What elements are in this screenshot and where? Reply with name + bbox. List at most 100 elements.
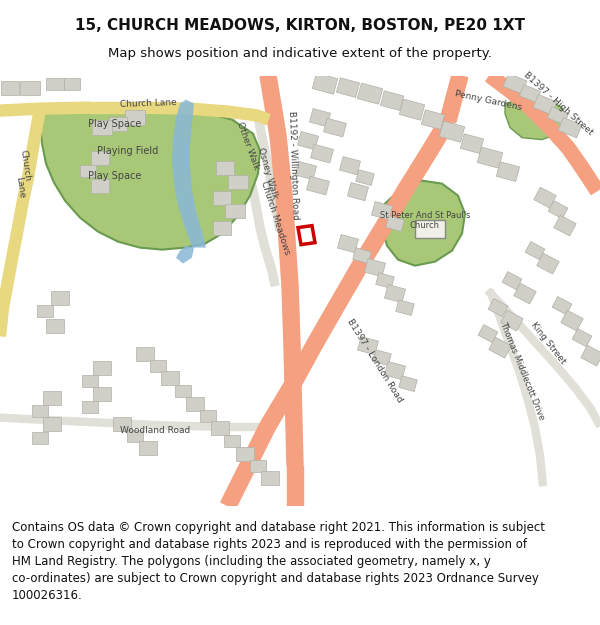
- Polygon shape: [440, 74, 468, 122]
- Bar: [358, 83, 383, 104]
- Polygon shape: [556, 366, 578, 390]
- Polygon shape: [221, 462, 255, 509]
- Polygon shape: [280, 255, 298, 286]
- Polygon shape: [576, 164, 600, 194]
- Polygon shape: [282, 286, 299, 316]
- Polygon shape: [13, 199, 28, 229]
- Polygon shape: [485, 288, 508, 311]
- Polygon shape: [231, 129, 246, 152]
- Text: Church Meadows: Church Meadows: [259, 179, 291, 256]
- Bar: [20, 81, 40, 94]
- Polygon shape: [253, 210, 264, 228]
- Polygon shape: [287, 466, 303, 506]
- Bar: [415, 219, 445, 238]
- Polygon shape: [382, 181, 465, 266]
- Polygon shape: [0, 414, 40, 423]
- Bar: [80, 164, 96, 177]
- Polygon shape: [190, 103, 229, 117]
- Polygon shape: [26, 129, 41, 154]
- Polygon shape: [2, 253, 19, 282]
- Text: Woodland Road: Woodland Road: [120, 426, 190, 435]
- Bar: [139, 441, 157, 454]
- Bar: [323, 118, 346, 137]
- Polygon shape: [256, 227, 268, 244]
- Bar: [396, 300, 414, 316]
- Polygon shape: [249, 190, 261, 211]
- Polygon shape: [40, 106, 260, 249]
- Text: B1397 - High Street: B1397 - High Street: [521, 70, 595, 137]
- Bar: [175, 384, 191, 397]
- Polygon shape: [0, 279, 13, 309]
- Bar: [32, 432, 48, 444]
- Bar: [534, 188, 556, 208]
- Polygon shape: [524, 400, 538, 429]
- Polygon shape: [224, 110, 239, 132]
- Polygon shape: [562, 144, 588, 172]
- Bar: [200, 409, 216, 422]
- Text: King Street: King Street: [529, 321, 567, 366]
- Bar: [313, 73, 338, 94]
- Bar: [514, 283, 536, 304]
- Bar: [32, 404, 48, 417]
- Bar: [82, 401, 98, 412]
- Polygon shape: [398, 149, 435, 195]
- Polygon shape: [276, 195, 294, 226]
- Bar: [150, 359, 166, 372]
- Text: 15, CHURCH MEADOWS, KIRTON, BOSTON, PE20 1XT: 15, CHURCH MEADOWS, KIRTON, BOSTON, PE20…: [75, 18, 525, 33]
- Polygon shape: [532, 427, 544, 456]
- Polygon shape: [283, 316, 300, 346]
- Bar: [310, 109, 331, 127]
- Bar: [547, 107, 569, 124]
- Polygon shape: [90, 102, 140, 113]
- Polygon shape: [241, 422, 275, 469]
- Bar: [501, 310, 523, 331]
- Bar: [353, 248, 371, 264]
- Text: Church Lane: Church Lane: [119, 98, 176, 109]
- Bar: [92, 120, 112, 135]
- Polygon shape: [268, 185, 280, 208]
- Polygon shape: [538, 345, 560, 370]
- Bar: [347, 182, 368, 201]
- Bar: [399, 376, 417, 391]
- Text: Penny Gardens: Penny Gardens: [454, 89, 523, 112]
- Polygon shape: [486, 70, 514, 96]
- Polygon shape: [285, 340, 322, 389]
- Bar: [250, 459, 266, 472]
- Polygon shape: [270, 135, 289, 166]
- Bar: [125, 110, 145, 125]
- Bar: [93, 361, 111, 374]
- Polygon shape: [261, 381, 299, 430]
- Polygon shape: [525, 102, 555, 132]
- Bar: [561, 310, 583, 331]
- Bar: [213, 191, 231, 204]
- Bar: [127, 429, 143, 442]
- Polygon shape: [497, 316, 513, 347]
- Polygon shape: [215, 423, 258, 430]
- Bar: [376, 272, 394, 289]
- Polygon shape: [258, 137, 271, 161]
- Bar: [520, 85, 541, 102]
- Bar: [228, 174, 248, 189]
- Bar: [421, 110, 445, 129]
- Bar: [385, 284, 406, 302]
- Text: B1192 - Willington Road: B1192 - Willington Road: [287, 111, 299, 220]
- Bar: [136, 347, 154, 361]
- Polygon shape: [256, 111, 270, 125]
- Bar: [478, 324, 498, 342]
- Polygon shape: [331, 262, 367, 308]
- Polygon shape: [260, 74, 281, 107]
- Bar: [478, 147, 503, 168]
- Text: Church: Church: [19, 149, 32, 182]
- Polygon shape: [254, 115, 266, 138]
- Polygon shape: [505, 98, 565, 139]
- Bar: [295, 161, 317, 180]
- Polygon shape: [520, 325, 542, 350]
- Polygon shape: [176, 246, 194, 264]
- Bar: [51, 291, 69, 304]
- Bar: [533, 94, 557, 115]
- Polygon shape: [170, 422, 215, 430]
- Polygon shape: [244, 169, 257, 192]
- Bar: [311, 144, 334, 163]
- Polygon shape: [285, 386, 302, 426]
- Text: Contains OS data © Crown copyright and database right 2021. This information is : Contains OS data © Crown copyright and d…: [12, 521, 545, 602]
